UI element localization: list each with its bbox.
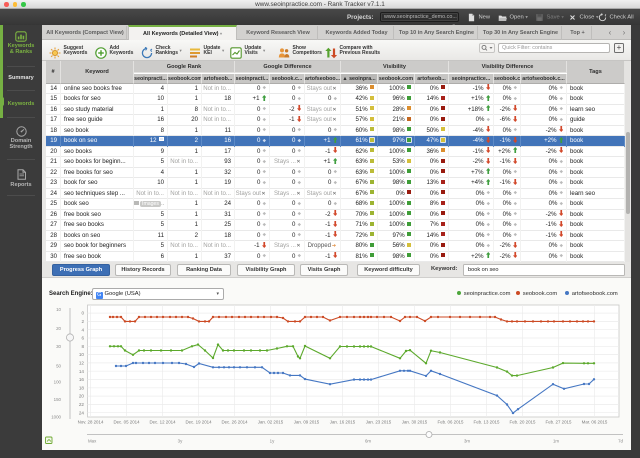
- svg-text:0: 0: [81, 311, 84, 316]
- svg-text:1000: 1000: [51, 415, 61, 420]
- svg-text:30: 30: [56, 344, 61, 349]
- svg-text:12: 12: [79, 361, 85, 366]
- svg-text:Jan. 16 2015: Jan. 16 2015: [330, 420, 356, 425]
- svg-text:10: 10: [56, 307, 61, 312]
- svg-text:20: 20: [56, 326, 61, 331]
- svg-text:4: 4: [81, 327, 84, 332]
- svg-text:50: 50: [56, 364, 61, 369]
- svg-text:22: 22: [79, 402, 85, 407]
- svg-text:8: 8: [81, 344, 84, 349]
- svg-text:Jan. 30 2015: Jan. 30 2015: [402, 420, 428, 425]
- svg-text:Feb. 20 2015: Feb. 20 2015: [510, 420, 536, 425]
- svg-text:1y: 1y: [270, 439, 275, 444]
- svg-text:1m: 1m: [553, 439, 559, 444]
- svg-text:20: 20: [79, 394, 85, 399]
- svg-text:Jan. 09 2015: Jan. 09 2015: [294, 420, 320, 425]
- svg-text:2: 2: [81, 319, 84, 324]
- svg-text:3m: 3m: [464, 439, 470, 444]
- svg-text:Feb. 13 2015: Feb. 13 2015: [474, 420, 500, 425]
- svg-text:6: 6: [81, 336, 84, 341]
- svg-text:Dec. 12 2014: Dec. 12 2014: [149, 420, 176, 425]
- svg-text:Dec. 19 2014: Dec. 19 2014: [185, 420, 212, 425]
- svg-text:Dec. 05 2014: Dec. 05 2014: [113, 420, 140, 425]
- svg-text:100: 100: [54, 380, 62, 385]
- svg-text:Jan. 23 2015: Jan. 23 2015: [366, 420, 392, 425]
- svg-text:6m: 6m: [365, 439, 371, 444]
- svg-text:Mar. 06 2015: Mar. 06 2015: [582, 420, 608, 425]
- svg-text:14: 14: [79, 369, 85, 374]
- svg-text:Feb. 06 2015: Feb. 06 2015: [438, 420, 464, 425]
- svg-text:7d: 7d: [618, 439, 623, 444]
- svg-text:Jan. 02 2015: Jan. 02 2015: [258, 420, 284, 425]
- svg-text:16: 16: [79, 377, 85, 382]
- svg-text:Dec. 26 2014: Dec. 26 2014: [221, 420, 248, 425]
- svg-text:150: 150: [54, 397, 62, 402]
- svg-text:Feb. 27 2015: Feb. 27 2015: [546, 420, 572, 425]
- svg-text:24: 24: [79, 410, 85, 415]
- svg-text:18: 18: [79, 385, 85, 390]
- svg-text:3y: 3y: [178, 439, 183, 444]
- svg-text:10: 10: [79, 352, 85, 357]
- svg-text:Nov. 28 2014: Nov. 28 2014: [78, 420, 104, 425]
- svg-text:Max: Max: [88, 439, 97, 444]
